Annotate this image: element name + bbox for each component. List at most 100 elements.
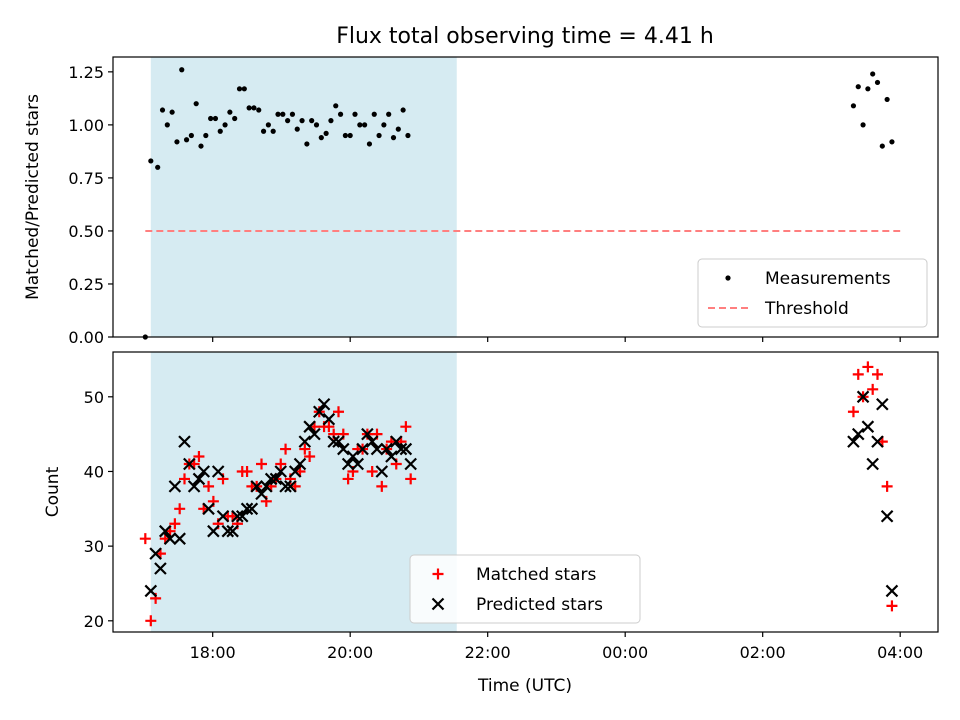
measurement-point	[400, 107, 406, 113]
measurement-point	[179, 67, 185, 73]
matched-star-point	[405, 473, 417, 485]
matched-star-point	[193, 451, 205, 463]
legend-box	[409, 554, 641, 624]
plot-frame	[112, 351, 939, 633]
predicted-star-point	[298, 435, 312, 448]
measurement-point	[198, 143, 204, 149]
measurement-point	[362, 122, 368, 128]
predicted-star-point	[269, 472, 283, 486]
measurement-point	[304, 141, 310, 147]
plot-frame	[112, 56, 939, 338]
measurement-point	[889, 139, 895, 145]
measurement-point	[159, 107, 166, 113]
predicted-star-point	[284, 480, 297, 493]
matched-star-point	[400, 421, 412, 433]
predicted-star-point	[308, 427, 321, 441]
measurement-point	[174, 139, 180, 145]
measurement-point	[855, 84, 861, 90]
predicted-star-point	[250, 480, 263, 493]
measurement-point	[294, 126, 300, 132]
predicted-star-point	[876, 397, 889, 411]
measurement-point	[203, 132, 209, 139]
x-tick-label: 18:00	[190, 643, 236, 662]
measurement-point	[227, 109, 233, 115]
x-axis-label: Time (UTC)	[477, 676, 572, 696]
measurement-point	[155, 164, 161, 170]
matched-star-point	[333, 406, 344, 418]
measurement-point	[366, 141, 373, 147]
measurement-point	[860, 122, 866, 128]
predicted-star-point	[370, 442, 384, 456]
measurement-point	[217, 128, 223, 134]
y-axis-label: Matched/Predicted stars	[23, 94, 43, 300]
predicted-star-point	[303, 420, 316, 433]
predicted-star-point	[211, 465, 225, 478]
y-tick-label: 30	[84, 537, 104, 556]
matched-star-point	[886, 600, 898, 612]
measurement-point	[246, 105, 252, 111]
y-axis-label: Count	[43, 466, 63, 517]
predicted-star-point	[327, 435, 340, 448]
measurement-point	[850, 103, 857, 109]
y-tick-label: 40	[84, 462, 104, 481]
measurement-point	[347, 132, 353, 139]
measurement-point	[386, 111, 392, 117]
legend-label-predicted: Predicted stars	[476, 595, 603, 615]
predicted-star-point	[279, 480, 292, 493]
predicted-star-point	[187, 480, 201, 493]
predicted-star-point	[880, 509, 894, 523]
y-tick-label: 0.25	[68, 275, 104, 294]
predicted-star-point	[158, 524, 172, 538]
x-tick-label: 20:00	[327, 643, 373, 662]
predicted-star-point	[332, 435, 345, 448]
matched-star-point	[241, 465, 253, 477]
measurement-point	[309, 118, 315, 124]
predicted-star-point	[885, 584, 899, 598]
predicted-star-point	[231, 509, 244, 523]
measurement-point	[285, 118, 291, 124]
matched-star-point	[174, 503, 186, 515]
measurement-point	[208, 115, 214, 122]
matched-star-point	[342, 473, 354, 485]
measurement-point	[376, 132, 382, 139]
measurement-point	[299, 118, 305, 124]
matched-star-point	[862, 361, 874, 373]
measurement-point	[265, 122, 271, 128]
predicted-star-point	[341, 457, 355, 471]
series-measurements	[142, 67, 895, 340]
predicted-star-point	[847, 435, 860, 448]
predicted-star-point	[861, 420, 875, 433]
predicted-star-point	[871, 435, 884, 448]
y-tick-label: 0.00	[68, 328, 104, 347]
y-tick-label: 1.00	[68, 116, 104, 135]
matched-star-point	[256, 458, 267, 470]
predicted-star-point	[274, 465, 288, 478]
predicted-star-point	[226, 524, 239, 538]
chart-title: Flux total observing time = 4.41 h	[336, 24, 714, 49]
predicted-star-point	[361, 427, 374, 441]
predicted-star-point	[221, 524, 235, 538]
measurement-point	[270, 128, 276, 134]
predicted-star-point	[365, 435, 379, 448]
matched-star-point	[169, 518, 181, 530]
measurement-point	[357, 122, 363, 128]
predicted-star-point	[207, 524, 220, 538]
measurement-point	[188, 132, 194, 139]
measurement-point	[879, 143, 885, 149]
predicted-star-point	[202, 502, 215, 516]
x-tick-label: 00:00	[602, 643, 648, 662]
predicted-star-point	[322, 412, 336, 426]
predicted-star-point	[260, 480, 273, 493]
legend-box	[697, 258, 928, 328]
predicted-star-point	[293, 457, 307, 471]
matched-star-point	[867, 383, 879, 395]
measurement-point	[313, 122, 320, 128]
measurement-point	[333, 103, 339, 109]
legend-label-threshold: Threshold	[764, 299, 849, 319]
matched-star-point	[145, 615, 157, 627]
measurement-point	[212, 115, 219, 122]
matched-star-point	[179, 473, 190, 485]
measurement-point	[251, 105, 257, 111]
measurement-point	[260, 128, 267, 134]
